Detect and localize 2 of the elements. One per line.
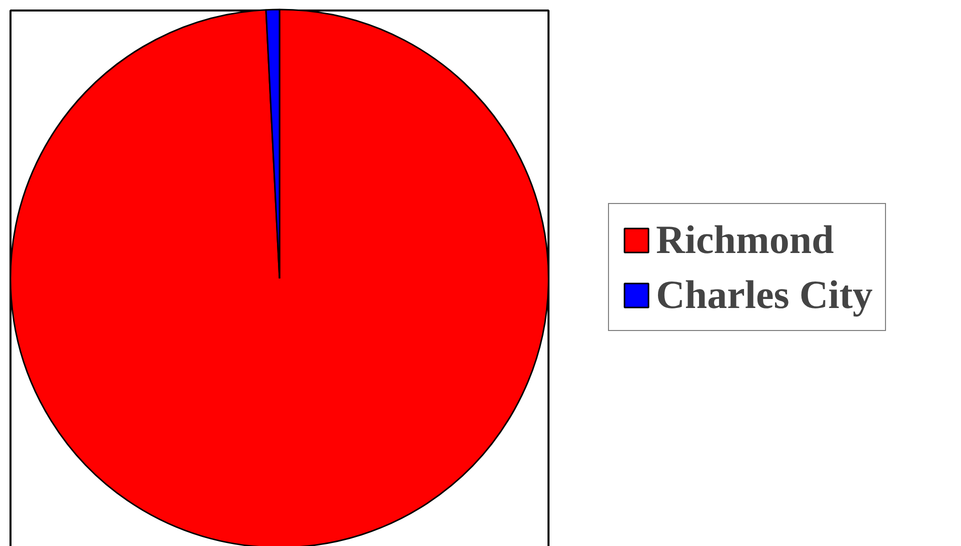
legend-label: Charles City xyxy=(656,271,873,318)
legend-label: Richmond xyxy=(656,216,834,263)
